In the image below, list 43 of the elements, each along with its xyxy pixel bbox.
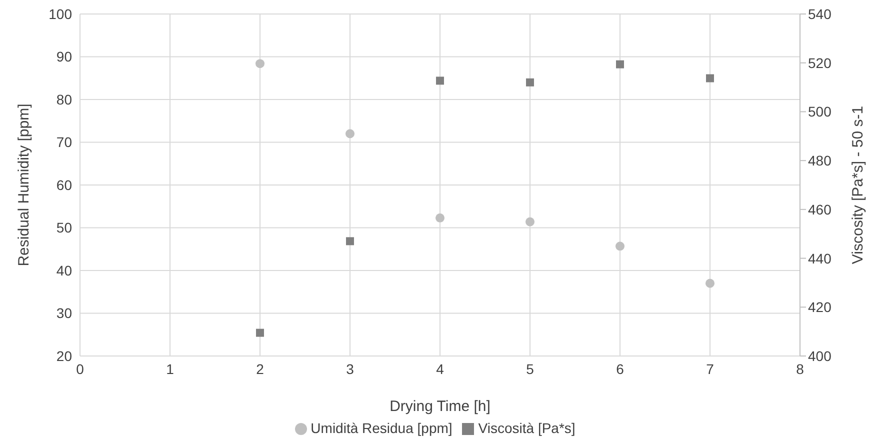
legend-label: Viscosità [Pa*s] bbox=[478, 420, 576, 436]
y2-tick-label: 520 bbox=[808, 54, 832, 71]
x-tick-label: 0 bbox=[76, 360, 84, 377]
x-tick-label: 8 bbox=[796, 360, 804, 377]
y-tick-label: 30 bbox=[56, 305, 72, 322]
x-axis-title: Drying Time [h] bbox=[390, 398, 490, 415]
point bbox=[616, 60, 624, 68]
point bbox=[615, 242, 625, 251]
point bbox=[346, 237, 354, 246]
x-tick-label: 4 bbox=[436, 360, 444, 377]
y2-tick-label: 500 bbox=[808, 104, 832, 120]
y2-tick-label: 420 bbox=[808, 299, 832, 316]
y-axis-title: Residual Humidity [ppm] bbox=[15, 104, 32, 266]
y-tick-label: 80 bbox=[56, 91, 72, 108]
y2-tick-label: 480 bbox=[808, 152, 832, 169]
y-tick-label: 90 bbox=[56, 48, 72, 65]
y-tick-label: 50 bbox=[56, 220, 72, 236]
point bbox=[705, 278, 715, 288]
point bbox=[345, 129, 355, 138]
y2-tick-label: 460 bbox=[808, 201, 832, 218]
y-tick-label: 60 bbox=[56, 176, 72, 193]
point bbox=[435, 213, 445, 222]
x-tick-label: 2 bbox=[256, 360, 264, 377]
y-tick-label: 70 bbox=[56, 134, 72, 150]
y2-tick-label: 440 bbox=[808, 250, 832, 266]
point bbox=[255, 59, 265, 68]
point bbox=[436, 76, 444, 85]
y2-tick-label: 400 bbox=[808, 348, 832, 364]
x-tick-label: 5 bbox=[526, 360, 534, 377]
y-tick-label: 100 bbox=[48, 6, 72, 22]
x-tick-label: 7 bbox=[706, 360, 714, 377]
point bbox=[526, 78, 534, 86]
point bbox=[706, 74, 714, 82]
point bbox=[525, 217, 535, 226]
x-tick-label: 6 bbox=[616, 360, 624, 377]
y2-axis-title: Viscosity [Pa*s] - 50 s-1 bbox=[849, 106, 866, 264]
legend-label: Umidità Residua [ppm] bbox=[310, 420, 452, 436]
x-tick-label: 3 bbox=[346, 360, 354, 377]
point bbox=[256, 328, 264, 337]
y-tick-label: 20 bbox=[56, 348, 72, 364]
x-tick-label: 1 bbox=[166, 360, 174, 377]
y-tick-label: 40 bbox=[56, 262, 72, 278]
y2-tick-label: 540 bbox=[808, 6, 832, 22]
